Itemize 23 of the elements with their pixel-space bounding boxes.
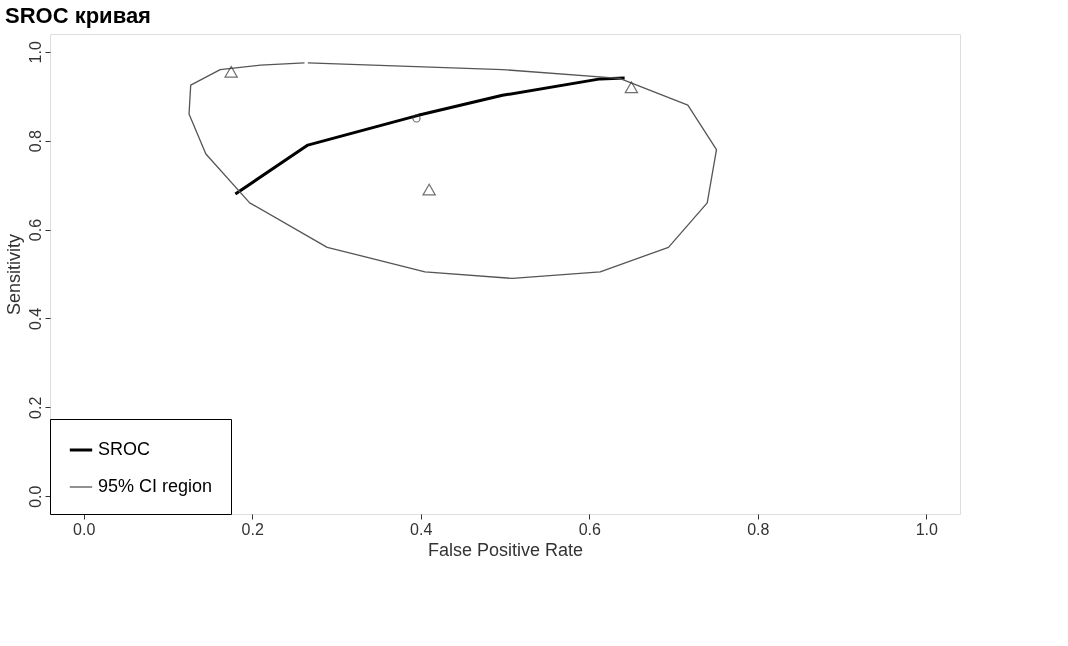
x-tick-label: 0.2: [241, 520, 264, 538]
x-tick-label: 0.6: [578, 520, 601, 538]
point: [412, 114, 421, 123]
y-tick-label: 0.8: [26, 129, 44, 153]
x-tick-label: 0.4: [410, 520, 433, 538]
point: [422, 183, 436, 196]
x-axis-title: False Positive Rate: [427, 539, 584, 560]
y-tick-label: 0.0: [26, 485, 44, 508]
line-series: [233, 76, 627, 196]
x-tick-label: 1.0: [915, 520, 939, 538]
y-tick-label: 1.0: [26, 41, 44, 64]
y-tick-label: 0.6: [26, 218, 44, 242]
chart-title: SROC кривая: [5, 3, 151, 28]
y-tick-label: 0.4: [26, 307, 44, 331]
x-tick-label: 0.0: [73, 520, 96, 538]
y-axis-title: Sensitivity: [3, 233, 24, 316]
x-tick-label: 0.8: [747, 520, 770, 538]
legend-label: SROC: [98, 439, 151, 459]
point: [224, 65, 238, 78]
line-series: [188, 62, 718, 280]
y-tick-label: 0.2: [26, 396, 44, 419]
legend-label: 95% CI region: [98, 476, 213, 496]
point: [624, 81, 639, 94]
